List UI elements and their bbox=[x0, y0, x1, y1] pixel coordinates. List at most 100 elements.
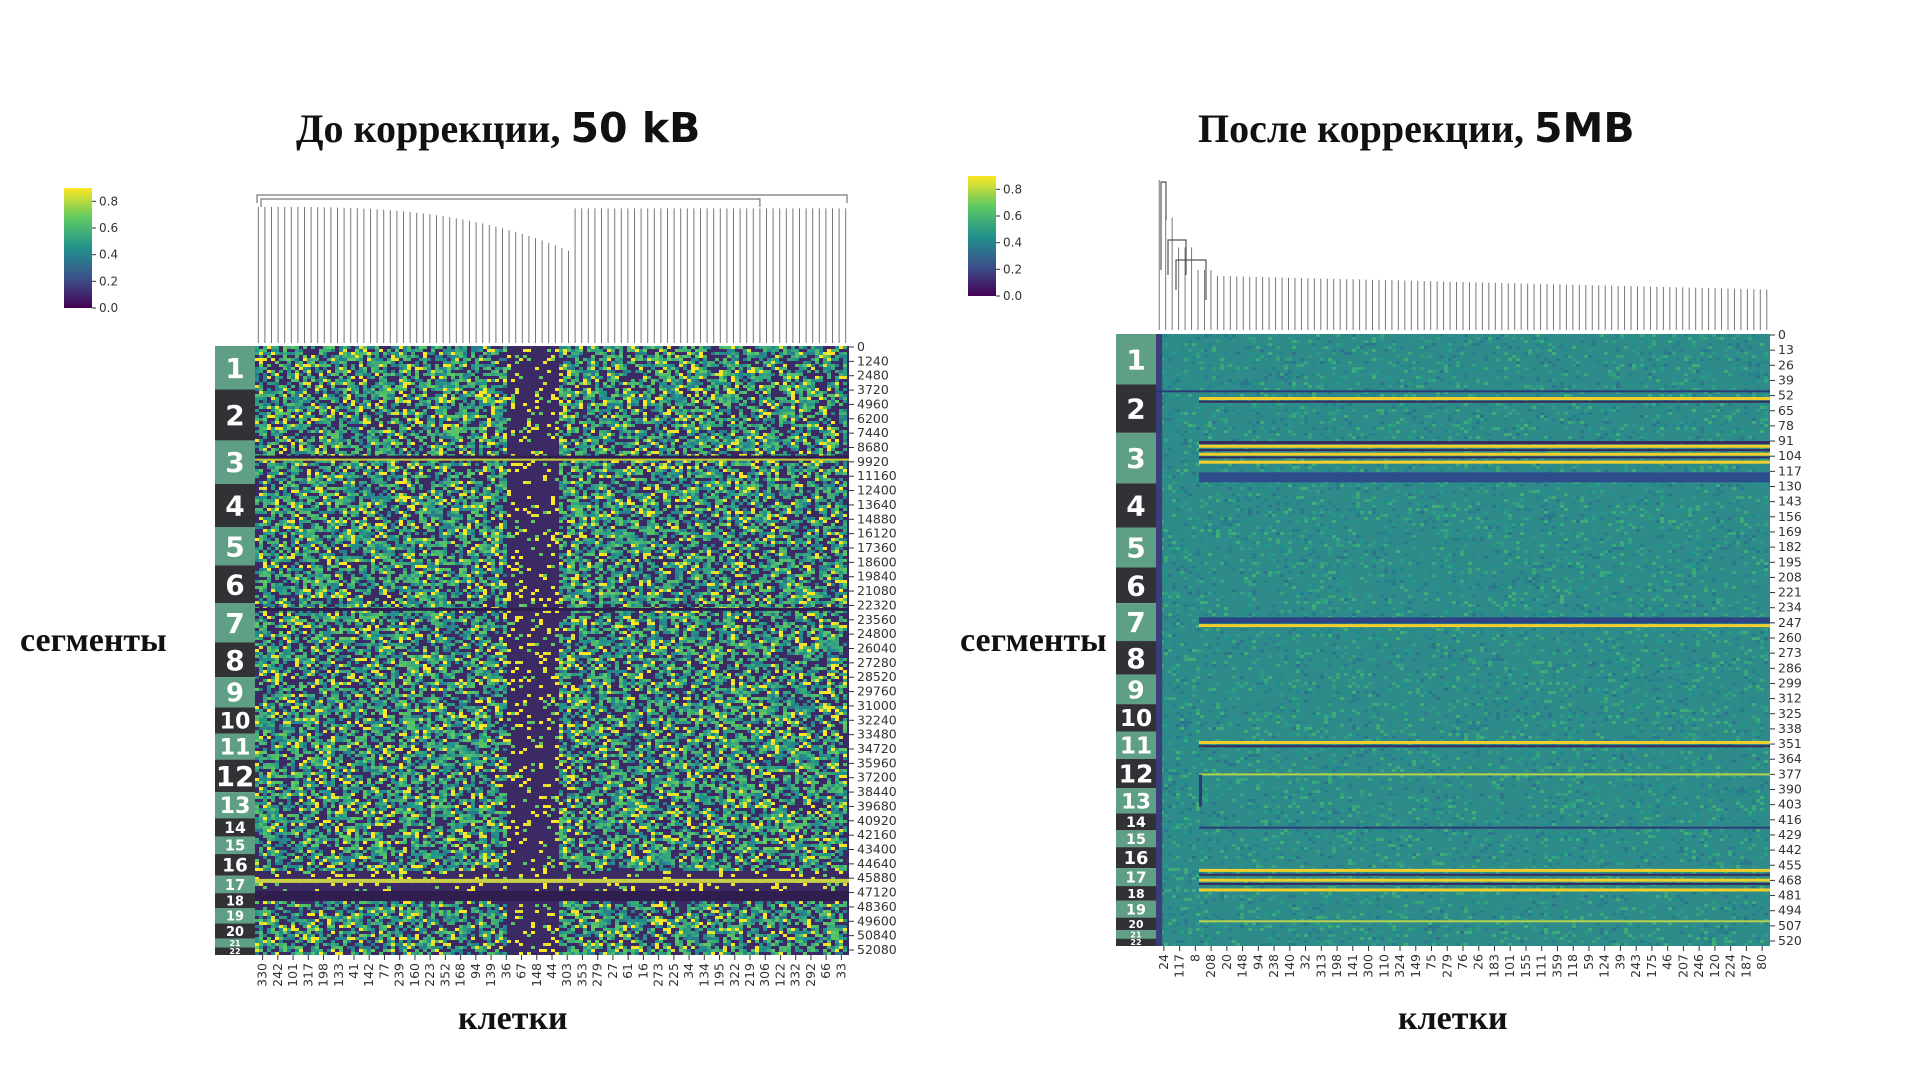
x-tick-label: 317 bbox=[300, 963, 315, 987]
x-tick-label: 44 bbox=[544, 963, 559, 979]
segment-number: 10 bbox=[1120, 705, 1152, 732]
segment-number: 9 bbox=[1127, 675, 1144, 704]
segment-number: 9 bbox=[226, 679, 244, 709]
segment-label: 7 bbox=[1116, 603, 1156, 642]
dendrogram bbox=[256, 194, 848, 343]
x-tick-label: 94 bbox=[468, 963, 483, 979]
y-tick-label: 18600 bbox=[857, 554, 897, 569]
y-tick-label: 43400 bbox=[857, 842, 897, 857]
y-tick-label: 1240 bbox=[857, 353, 889, 368]
x-tick-label: 352 bbox=[437, 963, 452, 987]
segment-label: 16 bbox=[1116, 847, 1156, 869]
x-tick-label: 26 bbox=[1471, 954, 1486, 970]
x-tick-label: 67 bbox=[514, 963, 529, 979]
y-tick-label: 48360 bbox=[857, 899, 897, 914]
y-tick-label: 16120 bbox=[857, 526, 897, 541]
segment-band bbox=[255, 607, 849, 611]
x-tick-label: 353 bbox=[574, 963, 589, 987]
segment-number: 21 bbox=[229, 939, 241, 948]
segment-label: 14 bbox=[1116, 813, 1156, 831]
x-tick-label: 16 bbox=[635, 963, 650, 979]
y-tick-label: 8680 bbox=[857, 440, 889, 455]
segment-number: 1 bbox=[1126, 343, 1145, 376]
segment-band bbox=[1198, 773, 1770, 776]
segment-label: 10 bbox=[1116, 704, 1156, 732]
y-tick-label: 156 bbox=[1778, 509, 1802, 524]
x-tick-label: 207 bbox=[1675, 954, 1690, 978]
colorbar-gradient bbox=[968, 176, 996, 296]
x-tick-label: 124 bbox=[1597, 954, 1612, 978]
segment-label: 5 bbox=[1116, 527, 1156, 568]
y-tick-label: 377 bbox=[1778, 766, 1802, 781]
y-axis-label-after: сегменты bbox=[960, 622, 1107, 660]
chart-title-before: До коррекции, 50 kB bbox=[296, 104, 700, 152]
x-tick-label: 324 bbox=[1392, 954, 1407, 978]
x-tick-label: 46 bbox=[1660, 954, 1675, 970]
x-tick-label: 32 bbox=[1298, 954, 1313, 970]
y-tick-label: 37200 bbox=[857, 770, 897, 785]
segment-band bbox=[255, 891, 849, 902]
segment-label: 14 bbox=[215, 818, 255, 837]
y-tick-label: 13 bbox=[1778, 342, 1794, 357]
y-tick-label: 13640 bbox=[857, 497, 897, 512]
x-tick-label: 239 bbox=[392, 963, 407, 987]
segment-number: 15 bbox=[1126, 832, 1146, 848]
x-tick-label: 148 bbox=[529, 963, 544, 987]
segment-number: 10 bbox=[220, 708, 251, 734]
x-tick-label: 41 bbox=[346, 963, 361, 979]
y-tick-label: 33480 bbox=[857, 727, 897, 742]
x-tick-label: 279 bbox=[1439, 954, 1454, 978]
segment-number: 6 bbox=[225, 568, 244, 601]
segment-label: 3 bbox=[215, 440, 255, 484]
colorbar-tick-label: 0.2 bbox=[99, 274, 118, 288]
y-tick-label: 22320 bbox=[857, 597, 897, 612]
segment-band bbox=[1198, 624, 1770, 628]
x-axis-label-before: клетки bbox=[458, 1000, 568, 1038]
y-tick-label: 338 bbox=[1778, 721, 1802, 736]
x-tick-label: 359 bbox=[1549, 954, 1564, 978]
x-tick-label: 36 bbox=[498, 963, 513, 979]
segment-label: 4 bbox=[215, 483, 255, 528]
segment-number: 3 bbox=[1126, 442, 1145, 475]
heatmap-body bbox=[1156, 334, 1770, 946]
colorbar-tick-label: 0.6 bbox=[1003, 209, 1022, 223]
y-tick-label: 208 bbox=[1778, 569, 1802, 584]
y-tick-label: 29760 bbox=[857, 684, 897, 699]
x-tick-label: 27 bbox=[605, 963, 620, 979]
y-tick-label: 273 bbox=[1778, 645, 1802, 660]
x-tick-label: 292 bbox=[803, 963, 818, 987]
y-tick-label: 7440 bbox=[857, 425, 889, 440]
x-tick-label: 133 bbox=[331, 963, 346, 987]
x-tick-label: 139 bbox=[483, 963, 498, 987]
x-tick-label: 122 bbox=[772, 963, 787, 987]
y-tick-label: 325 bbox=[1778, 706, 1802, 721]
segment-label: 6 bbox=[1116, 567, 1156, 604]
x-tick-label: 303 bbox=[559, 963, 574, 987]
colorbar-tick-label: 0.6 bbox=[99, 221, 118, 235]
y-axis-label-before: сегменты bbox=[20, 622, 167, 660]
segment-label: 19 bbox=[215, 908, 255, 925]
segment-label: 2 bbox=[215, 389, 255, 441]
segment-label: 17 bbox=[215, 875, 255, 894]
segment-band bbox=[1198, 774, 1203, 807]
y-tick-label: 416 bbox=[1778, 812, 1802, 827]
x-tick-label: 300 bbox=[1361, 954, 1376, 978]
panel-after: После коррекции, 5MB 0.0 0.2 0.4 0.6 0.8 1 2 3 4… bbox=[960, 0, 1920, 1080]
colorbar-tick-label: 0.2 bbox=[1003, 262, 1022, 276]
y-tick-label: 169 bbox=[1778, 524, 1802, 539]
segment-number: 7 bbox=[225, 607, 244, 640]
y-tick-label: 78 bbox=[1778, 418, 1794, 433]
x-tick-label: 225 bbox=[666, 963, 681, 987]
y-tick-label: 351 bbox=[1778, 736, 1802, 751]
y-tick-label: 24800 bbox=[857, 626, 897, 641]
y-tick-label: 31000 bbox=[857, 698, 897, 713]
segment-band bbox=[1198, 740, 1770, 744]
segment-number: 2 bbox=[1126, 393, 1145, 426]
segment-number: 12 bbox=[216, 760, 255, 793]
x-tick-label: 149 bbox=[1408, 954, 1423, 978]
x-tick-label: 313 bbox=[1313, 954, 1328, 978]
y-tick-label: 507 bbox=[1778, 918, 1802, 933]
y-tick-label: 182 bbox=[1778, 539, 1802, 554]
y-tick-label: 442 bbox=[1778, 842, 1802, 857]
y-tick-label: 11160 bbox=[857, 468, 897, 483]
